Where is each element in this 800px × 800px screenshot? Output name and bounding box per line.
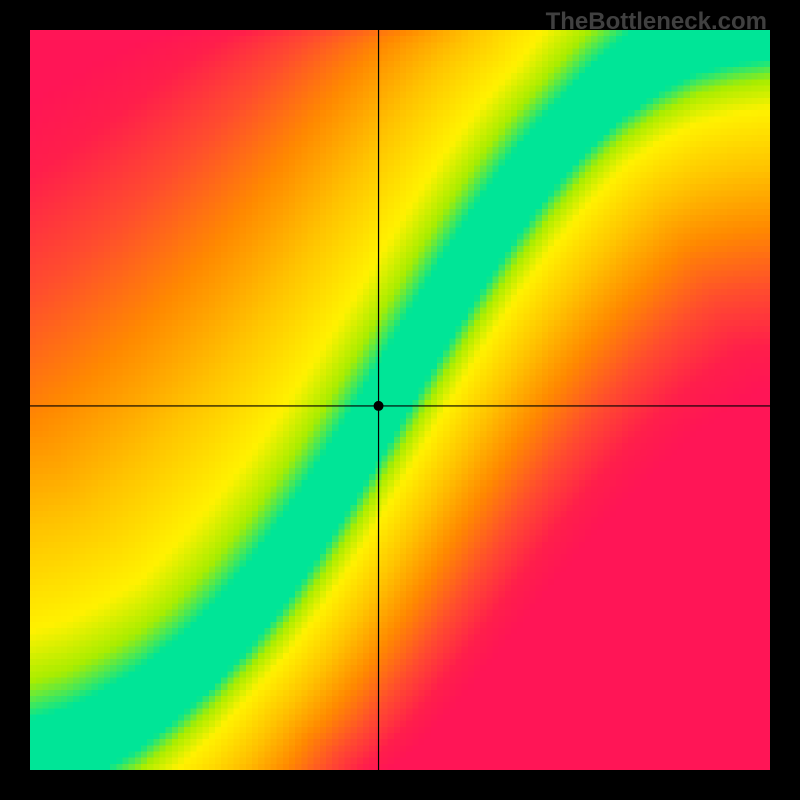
bottleneck-heatmap xyxy=(30,30,770,770)
chart-container: TheBottleneck.com xyxy=(0,0,800,800)
watermark-text: TheBottleneck.com xyxy=(546,8,767,36)
